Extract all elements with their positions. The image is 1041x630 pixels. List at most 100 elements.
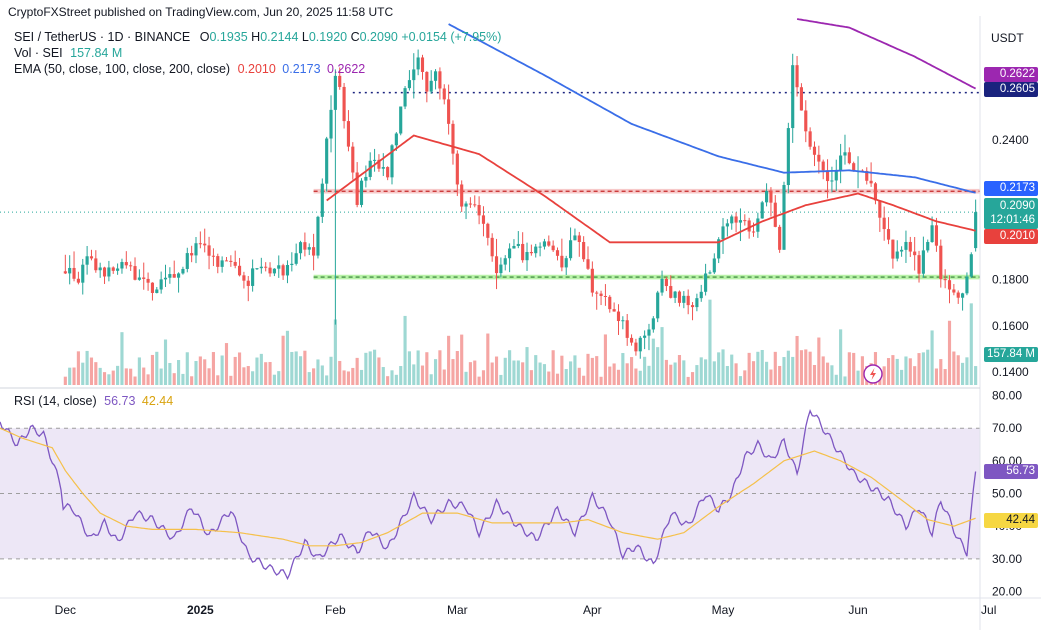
candle-body <box>555 250 560 256</box>
volume-bar <box>163 339 168 385</box>
volume-bar <box>582 375 586 385</box>
ohlc-close: 0.2090 <box>359 30 398 44</box>
candle-body <box>251 268 255 286</box>
candle-body <box>669 286 673 298</box>
volume-bar <box>107 374 111 385</box>
lightning-icon[interactable] <box>863 364 883 384</box>
volume-bar <box>634 368 638 385</box>
candle-body <box>921 250 925 274</box>
candle-body <box>821 161 825 171</box>
volume-bar <box>651 338 655 385</box>
candle-body <box>494 256 499 274</box>
volume-bar <box>921 352 925 385</box>
candle-body <box>381 167 385 169</box>
candle-body <box>177 273 181 278</box>
volume-bar <box>834 374 838 385</box>
candle-body <box>394 133 398 146</box>
rsi-tick: 70.00 <box>992 421 1022 435</box>
candle-body <box>886 229 891 240</box>
volume-bar <box>660 327 664 385</box>
candle-body <box>621 320 625 322</box>
candle-body <box>686 295 690 306</box>
volume-bar <box>264 362 268 385</box>
candle-body <box>708 272 712 274</box>
volume-bar <box>346 371 351 385</box>
volume-bar <box>690 372 695 385</box>
candle-body <box>155 289 159 293</box>
volume-bar <box>246 366 250 385</box>
candle-body <box>717 239 721 259</box>
candle-body <box>342 86 346 122</box>
candle-body <box>943 279 947 281</box>
candle-body <box>320 183 324 217</box>
volume-bar <box>947 320 952 385</box>
volume-bar <box>529 370 533 385</box>
candle-body <box>133 266 137 280</box>
volume-bar <box>521 362 525 385</box>
volume-bar <box>89 357 94 385</box>
volume-bar <box>647 365 651 385</box>
candle-body <box>72 267 76 279</box>
volume-bar <box>943 369 947 385</box>
candle-body <box>190 253 194 256</box>
rsi-tick: 30.00 <box>992 552 1022 566</box>
volume-bar <box>451 359 455 385</box>
candle-body <box>294 253 298 264</box>
candle-body <box>673 291 677 298</box>
candle-body <box>817 154 821 162</box>
candle-body <box>316 216 320 256</box>
volume-bar <box>730 354 734 385</box>
ema-legend[interactable]: EMA (50, close, 100, close, 200, close) … <box>14 62 366 76</box>
candle-body <box>865 170 869 181</box>
candle-body <box>346 121 351 147</box>
volume-bar <box>551 350 555 385</box>
volume-bar <box>399 366 403 385</box>
candle-body <box>333 75 337 110</box>
candle-body <box>298 242 303 254</box>
candle-body <box>460 184 464 207</box>
candle-body <box>268 267 272 274</box>
candle-body <box>194 243 198 256</box>
candle-body <box>211 255 215 257</box>
volume-bar <box>804 349 808 385</box>
candle-body <box>142 277 146 279</box>
rsi-legend[interactable]: RSI (14, close) 56.73 42.44 <box>14 394 174 408</box>
volume-legend[interactable]: Vol · SEI 157.84 M <box>14 46 123 60</box>
candle-body <box>447 99 451 124</box>
volume-bar <box>438 350 442 385</box>
candle-body <box>312 247 316 256</box>
ohlc-open: 0.1935 <box>209 30 248 44</box>
candle-body <box>656 292 660 319</box>
volume-bar <box>420 365 425 385</box>
volume-bar <box>603 334 607 385</box>
candle-body <box>542 241 547 247</box>
volume-bar <box>895 358 899 385</box>
candle-body <box>455 153 459 185</box>
volume-bar <box>542 364 547 385</box>
volume-bar <box>268 361 272 385</box>
candle-body <box>825 170 830 182</box>
volume-bar <box>159 368 163 385</box>
volume-bar <box>486 333 490 385</box>
symbol-legend[interactable]: SEI / TetherUS · 1D · BINANCE O0.1935 H0… <box>14 30 502 44</box>
volume-bar <box>569 361 573 385</box>
candle-body <box>390 145 394 178</box>
volume-bar <box>721 349 725 385</box>
candle-body <box>721 226 725 240</box>
candle-body <box>416 57 420 70</box>
resistance-zone <box>313 188 981 194</box>
volume-bar <box>656 347 660 385</box>
volume-bar <box>778 365 782 385</box>
price-zones <box>0 91 981 280</box>
candle-body <box>259 266 263 269</box>
candle-body <box>947 280 952 290</box>
volume-bar <box>294 351 298 385</box>
candle-body <box>873 183 878 201</box>
candle-body <box>464 203 468 207</box>
volume-bar <box>403 315 407 385</box>
volume-bar <box>237 352 242 385</box>
candle-body <box>795 65 799 88</box>
candle-body <box>442 88 446 100</box>
rsi-ma-line <box>0 427 976 547</box>
